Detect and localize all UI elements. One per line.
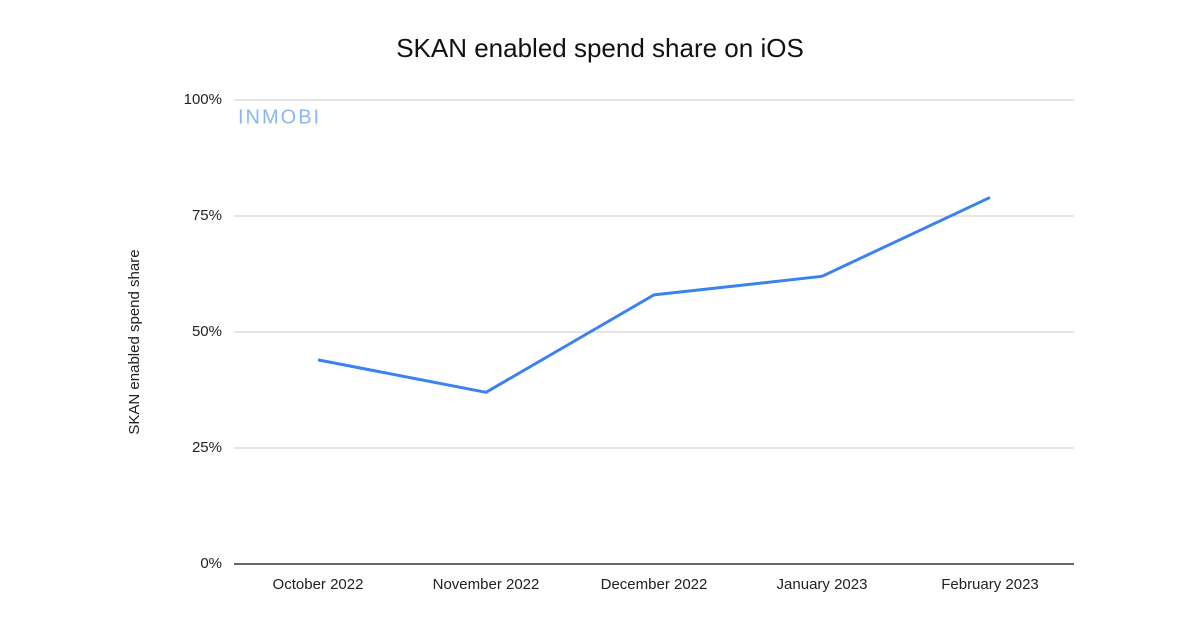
- x-tick-label: January 2023: [777, 576, 868, 593]
- line: [317, 196, 991, 394]
- x-tick-label: February 2023: [941, 576, 1039, 593]
- y-tick-label: 75%: [192, 207, 222, 224]
- x-tick-label: October 2022: [273, 576, 364, 593]
- y-tick-label: 25%: [192, 439, 222, 456]
- y-axis-label: SKAN enabled spend share: [126, 249, 143, 434]
- y-tick-label: 50%: [192, 323, 222, 340]
- x-tick-label: November 2022: [433, 576, 540, 593]
- watermark: INMOBI: [238, 106, 321, 128]
- y-tick-label: 0%: [200, 555, 222, 572]
- chart-title: SKAN enabled spend share on iOS: [396, 33, 804, 63]
- y-tick-label: 100%: [184, 91, 222, 108]
- x-tick-label: December 2022: [601, 576, 708, 593]
